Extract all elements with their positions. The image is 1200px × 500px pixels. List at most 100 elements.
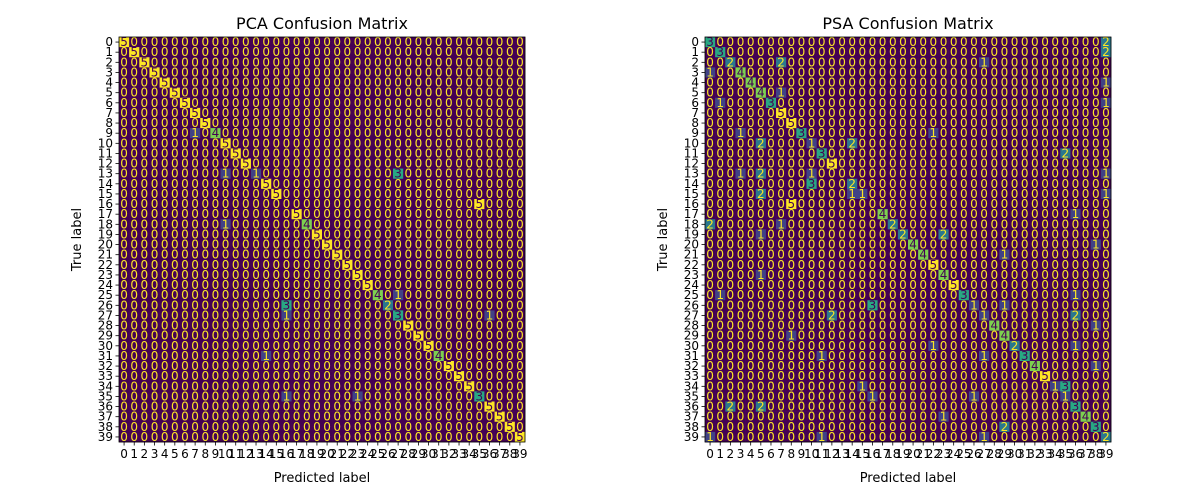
cell-value-label: 0 (120, 126, 128, 140)
cell-value-label: 0 (425, 187, 433, 201)
heatmap-cell (453, 128, 465, 139)
heatmap-cell (281, 421, 292, 433)
cell-value-label: 0 (313, 55, 321, 69)
cell-value-label: 0 (486, 146, 494, 160)
heatmap-cell (271, 330, 282, 342)
heatmap-cell (159, 209, 171, 220)
cell-value-label: 0 (435, 126, 443, 140)
heatmap-cell (474, 118, 485, 129)
heatmap-cell (271, 320, 282, 331)
heatmap-cell (464, 431, 475, 443)
cell-value-label: 0 (293, 329, 301, 343)
cell-value-label: 0 (201, 308, 209, 322)
cell-value-label: 0 (262, 86, 270, 100)
heatmap-cell (250, 350, 262, 362)
heatmap-cell (139, 47, 150, 58)
heatmap-cell (291, 300, 302, 311)
heatmap-cell (291, 391, 302, 402)
cell-value-label: 0 (141, 339, 149, 353)
heatmap-cell (159, 411, 171, 423)
cell-value-label: 0 (313, 106, 321, 120)
heatmap-cell (352, 330, 363, 342)
heatmap-cell (301, 178, 313, 190)
cell-value-label: 0 (201, 106, 209, 120)
heatmap-cell (210, 168, 221, 180)
heatmap-cell (433, 219, 445, 230)
cell-value-label: 0 (313, 136, 321, 150)
heatmap-cell (250, 148, 262, 159)
heatmap-cell (514, 421, 526, 433)
heatmap-cell (281, 431, 292, 443)
heatmap-cell (413, 310, 424, 321)
cell-value-label: 0 (120, 55, 128, 69)
heatmap-cell (504, 391, 516, 402)
cell-value-label: 1 (486, 308, 494, 322)
heatmap-cell (362, 401, 374, 412)
heatmap-cell (281, 97, 292, 109)
cell-value-label: 0 (394, 227, 402, 241)
heatmap-cell (342, 138, 353, 149)
cell-value-label: 0 (455, 35, 463, 49)
heatmap-cell (281, 229, 292, 240)
cell-value-label: 0 (120, 116, 128, 130)
cell-value-label: 0 (151, 167, 159, 181)
cell-value-label: 0 (323, 298, 331, 312)
cell-value-label: 0 (486, 248, 494, 262)
heatmap-cell (382, 401, 394, 412)
heatmap-cell (474, 381, 485, 392)
heatmap-cell (220, 269, 231, 281)
cell-value-label: 2 (384, 298, 392, 312)
heatmap-cell (159, 67, 171, 78)
heatmap-cell (159, 37, 171, 48)
heatmap-cell (261, 350, 272, 362)
heatmap-cell (281, 47, 292, 58)
heatmap-cell (393, 431, 404, 443)
cell-value-label: 0 (212, 227, 220, 241)
heatmap-cell (342, 209, 353, 220)
heatmap-cell (464, 290, 475, 301)
heatmap-cell (291, 148, 302, 159)
cell-value-label: 0 (435, 55, 443, 69)
heatmap-cell (342, 421, 353, 433)
cell-value-label: 0 (445, 35, 453, 49)
cell-value-label: 0 (496, 238, 504, 252)
heatmap-cell (301, 138, 313, 149)
cell-value-label: 0 (303, 96, 311, 110)
cell-value-label: 0 (141, 207, 149, 221)
heatmap-cell (342, 431, 353, 443)
heatmap-cell (291, 128, 302, 139)
heatmap-cell (362, 290, 374, 301)
heatmap-cell (352, 138, 363, 149)
heatmap-cell (190, 381, 201, 392)
cell-value-label: 0 (354, 146, 362, 160)
cell-value-label: 0 (516, 167, 524, 181)
cell-value-label: 0 (323, 96, 331, 110)
heatmap-cell (403, 107, 414, 119)
heatmap-cell (484, 340, 495, 352)
cell-value-label: 0 (496, 157, 504, 171)
heatmap-cell (372, 350, 384, 362)
heatmap-cell (311, 280, 323, 291)
heatmap-cell (311, 411, 323, 423)
cell-value-label: 0 (445, 167, 453, 181)
heatmap-cell (342, 300, 353, 311)
heatmap-cell (464, 158, 475, 169)
cell-value-label: 0 (404, 197, 412, 211)
heatmap-cell (149, 401, 160, 412)
heatmap-cell (311, 259, 323, 271)
cell-value-label: 0 (506, 308, 514, 322)
heatmap-cell (494, 269, 505, 281)
cell-value-label: 0 (252, 339, 260, 353)
heatmap-cell (230, 47, 242, 58)
heatmap-cell (301, 431, 313, 443)
cell-value-label: 0 (242, 55, 250, 69)
heatmap-cell (230, 259, 242, 271)
heatmap-cell (250, 431, 262, 443)
heatmap-cell (129, 330, 140, 342)
heatmap-cell (443, 229, 455, 240)
heatmap-cell (382, 37, 394, 48)
heatmap-cell (504, 77, 516, 88)
heatmap-cell (332, 148, 343, 159)
heatmap-cell (382, 350, 394, 362)
heatmap-cell (220, 47, 231, 58)
